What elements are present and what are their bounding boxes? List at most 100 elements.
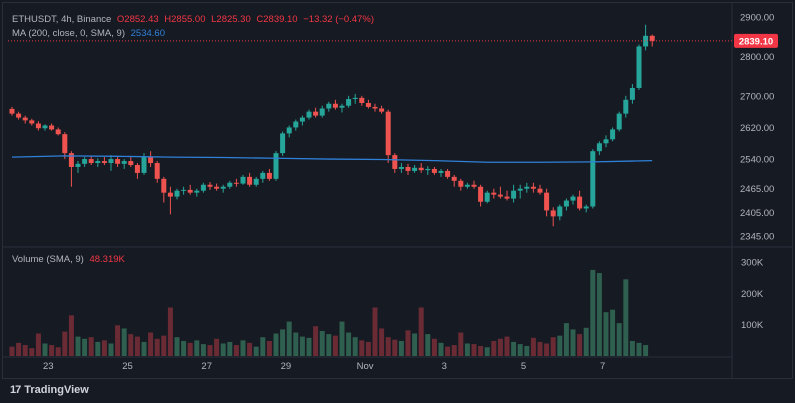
volume-bar: [372, 307, 378, 356]
candlesticks: [9, 24, 655, 227]
volume-bar: [643, 345, 649, 356]
volume-bar: [141, 341, 147, 356]
volume-bar: [167, 307, 173, 356]
time-tick-label: 7: [600, 361, 605, 372]
candle-body: [603, 139, 609, 144]
volume-bar: [35, 333, 41, 356]
volume-bar: [425, 334, 431, 356]
price-tick-label: 2465.00: [740, 184, 774, 195]
volume-bar: [471, 344, 477, 356]
volume-bar: [214, 338, 220, 356]
volume-bar: [247, 342, 253, 356]
candle-body: [273, 153, 279, 179]
price-axis[interactable]: 2900.00 2800.00 2700.00 2620.00 2540.00 2465.…: [740, 12, 774, 242]
candle-body: [471, 184, 477, 187]
volume-bar: [603, 312, 609, 356]
candle-body: [280, 133, 286, 154]
volume-axis[interactable]: 300K 200K 100K: [741, 258, 764, 332]
volume-bar: [577, 334, 583, 356]
candle-body: [16, 113, 22, 118]
volume-bar: [121, 328, 127, 356]
candle-body: [266, 172, 272, 179]
candle-body: [319, 108, 325, 116]
price-tick-label: 2540.00: [740, 155, 774, 166]
volume-bar: [563, 323, 569, 356]
volume-bars: [9, 269, 649, 356]
candle-body: [55, 129, 61, 135]
last-price-label: 2839.10: [739, 36, 773, 47]
volume-bar: [365, 341, 371, 356]
volume-bar: [88, 337, 94, 356]
candle-body: [62, 134, 68, 154]
volume-bar: [42, 343, 48, 356]
candle-body: [247, 176, 253, 185]
volume-bar: [530, 337, 536, 356]
time-axis[interactable]: 23 25 27 29 Nov 3 5 7: [43, 361, 605, 372]
tradingview-brand[interactable]: 17 TradingView: [10, 384, 89, 396]
candle-body: [306, 111, 312, 118]
volume-bar: [200, 344, 206, 356]
candle-body: [240, 176, 246, 184]
candle-body: [379, 108, 385, 112]
volume-bar: [194, 340, 200, 356]
volume-bar: [313, 326, 319, 356]
volume-bar: [233, 345, 239, 356]
candle-body: [577, 196, 583, 209]
candle-body: [530, 186, 536, 189]
ma-legend[interactable]: MA (200, close, 0, SMA, 9) 2534.60: [12, 28, 168, 40]
candle-body: [346, 99, 352, 106]
volume-legend[interactable]: Volume (SMA, 9) 48.319K: [12, 254, 128, 266]
volume-value: 48.319K: [89, 254, 125, 265]
candle-body: [49, 125, 55, 130]
candle-body: [385, 111, 391, 156]
volume-bar: [517, 344, 523, 356]
candle-body: [293, 121, 299, 128]
candle-body: [101, 161, 107, 164]
candle-body: [286, 127, 292, 134]
ohlc-close: C2839.10: [256, 14, 298, 25]
volume-bar: [478, 345, 484, 356]
volume-bar: [82, 338, 88, 356]
volume-bar: [273, 333, 279, 356]
candle-body: [95, 161, 101, 164]
candle-body: [610, 129, 616, 140]
candle-body: [563, 200, 569, 207]
volume-bar: [95, 341, 101, 356]
ohlc-open: O2852.43: [116, 14, 159, 25]
symbol-legend[interactable]: ETHUSDT, 4h, Binance O2852.43 H2855.00 L…: [12, 14, 377, 26]
candle-body: [352, 97, 358, 100]
candle-body: [372, 106, 378, 109]
volume-bar: [266, 340, 272, 356]
symbol-info: ETHUSDT, 4h, Binance: [12, 14, 112, 25]
candle-body: [88, 159, 94, 164]
candle-body: [121, 161, 127, 164]
candle-body: [141, 157, 147, 173]
volume-bar: [412, 333, 418, 356]
volume-bar: [458, 332, 464, 356]
volume-bar: [55, 347, 61, 356]
volume-bar: [253, 346, 259, 356]
volume-bar: [511, 341, 517, 356]
volume-bar: [148, 332, 154, 356]
candle-body: [154, 163, 160, 179]
candle-body: [438, 170, 444, 173]
candle-body: [504, 196, 510, 199]
volume-bar: [154, 338, 160, 356]
candle-body: [484, 192, 490, 202]
volume-bar: [629, 340, 635, 356]
volume-bar: [385, 337, 391, 356]
candle-body: [220, 186, 226, 189]
candle-body: [115, 159, 121, 164]
volume-bar: [636, 342, 642, 356]
volume-bar: [299, 336, 305, 356]
candle-body: [537, 188, 543, 193]
candle-body: [431, 168, 437, 173]
candle-body: [200, 184, 206, 191]
volume-bar: [293, 332, 299, 356]
candle-body: [596, 143, 602, 152]
price-tick-label: 2405.00: [740, 208, 774, 219]
price-change: −13.32 (−0.47%): [303, 14, 375, 25]
candle-body: [359, 97, 365, 103]
volume-bar: [359, 340, 365, 356]
